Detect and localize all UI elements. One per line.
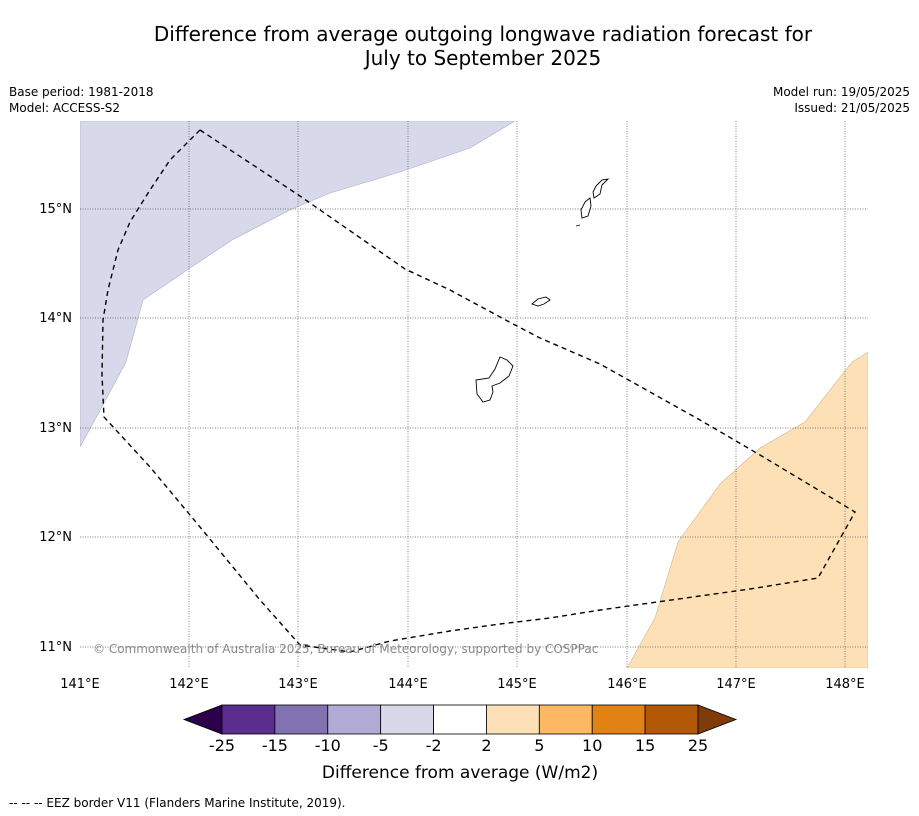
island-tinian bbox=[580, 197, 592, 219]
colorbar-tick-label: -25 bbox=[209, 736, 235, 755]
colorbar-tick-label: -10 bbox=[315, 736, 341, 755]
colorbar-tick-label: 25 bbox=[688, 736, 708, 755]
colorbar-cell bbox=[327, 704, 382, 735]
colorbar-cell bbox=[274, 704, 329, 735]
islands bbox=[475, 178, 610, 403]
meta-right: Model run: 19/05/2025 Issued: 21/05/2025 bbox=[773, 84, 910, 116]
title-line-1: Difference from average outgoing longwav… bbox=[153, 22, 813, 46]
lon-label-142: 142°E bbox=[169, 677, 209, 692]
lat-label-14: 14°N bbox=[39, 311, 72, 326]
issued-date: Issued: 21/05/2025 bbox=[794, 101, 910, 115]
eez-border bbox=[101, 129, 856, 653]
colorbar-tick-label: 2 bbox=[481, 736, 491, 755]
copyright-notice: © Commonwealth of Australia 2025, Bureau… bbox=[93, 642, 598, 656]
lat-label-11: 11°N bbox=[39, 640, 72, 655]
lat-label-13: 13°N bbox=[39, 421, 72, 436]
colorbar-cell bbox=[486, 704, 540, 735]
lon-label-148: 148°E bbox=[825, 677, 865, 692]
colorbar-tick-label: 10 bbox=[582, 736, 602, 755]
lon-label-146: 146°E bbox=[607, 677, 647, 692]
title-line-2: July to September 2025 bbox=[364, 46, 602, 70]
colorbar-cell bbox=[380, 704, 434, 735]
graticule bbox=[80, 121, 868, 668]
map-title: Difference from average outgoing longwav… bbox=[0, 22, 919, 70]
lat-label-15: 15°N bbox=[39, 202, 72, 217]
lon-label-144: 144°E bbox=[388, 677, 428, 692]
legend-title: Difference from average (W/m2) bbox=[322, 763, 598, 783]
island-saipan bbox=[592, 178, 610, 199]
colorbar-cell bbox=[538, 704, 593, 735]
colorbar-cells bbox=[182, 704, 738, 735]
colorbar-tick-label: -15 bbox=[262, 736, 288, 755]
lon-label-141: 141°E bbox=[60, 677, 100, 692]
map: 141°E 142°E 143°E 144°E 145°E 146°E 147°… bbox=[39, 121, 868, 692]
colorbar-tick-label: -5 bbox=[373, 736, 389, 755]
colorbar-extend-high bbox=[697, 704, 738, 735]
colorbar-tick-label: 15 bbox=[635, 736, 655, 755]
meta-left: Base period: 1981-2018 Model: ACCESS-S2 bbox=[9, 84, 154, 116]
island-guam bbox=[475, 356, 514, 403]
model-name: Model: ACCESS-S2 bbox=[9, 101, 121, 115]
eez-footnote: -- -- -- EEZ border V11 (Flanders Marine… bbox=[9, 796, 346, 810]
colorbar-cell bbox=[644, 704, 699, 735]
colorbar-ticks: -25 -15 -10 -5 -2 2 5 10 15 25 bbox=[209, 736, 708, 755]
lat-label-12: 12°N bbox=[39, 530, 72, 545]
lon-label-147: 147°E bbox=[716, 677, 756, 692]
lon-label-143: 143°E bbox=[278, 677, 318, 692]
colorbar-cell bbox=[221, 704, 276, 735]
colorbar-cell bbox=[433, 704, 487, 735]
lon-label-145: 145°E bbox=[497, 677, 537, 692]
positive-anomaly-region bbox=[626, 351, 868, 668]
model-run: Model run: 19/05/2025 bbox=[772, 85, 910, 99]
colorbar-cell bbox=[591, 704, 646, 735]
colorbar-tick-label: -2 bbox=[426, 736, 442, 755]
colorbar-extend-low bbox=[182, 704, 223, 735]
island-aguijan bbox=[575, 224, 581, 227]
colorbar-tick-label: 5 bbox=[534, 736, 544, 755]
base-period: Base period: 1981-2018 bbox=[9, 85, 154, 99]
negative-anomaly-region bbox=[80, 121, 516, 448]
island-rota bbox=[531, 296, 551, 307]
